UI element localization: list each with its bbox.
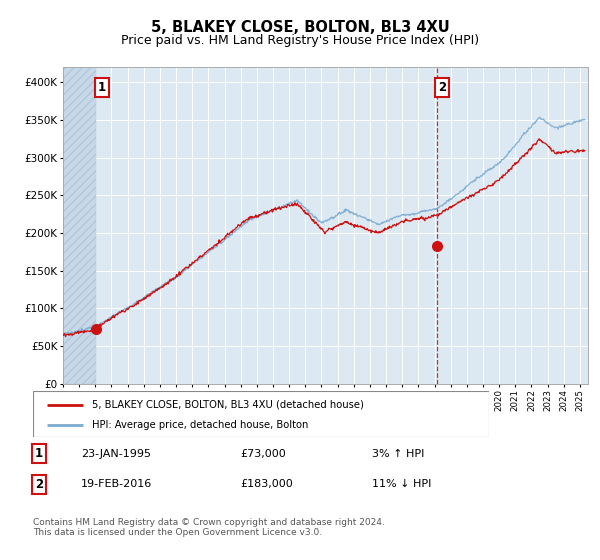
Text: 3% ↑ HPI: 3% ↑ HPI (372, 449, 424, 459)
Text: £73,000: £73,000 (240, 449, 286, 459)
Text: 5, BLAKEY CLOSE, BOLTON, BL3 4XU (detached house): 5, BLAKEY CLOSE, BOLTON, BL3 4XU (detach… (92, 400, 364, 410)
Text: 5, BLAKEY CLOSE, BOLTON, BL3 4XU: 5, BLAKEY CLOSE, BOLTON, BL3 4XU (151, 20, 449, 35)
Text: Contains HM Land Registry data © Crown copyright and database right 2024.
This d: Contains HM Land Registry data © Crown c… (33, 518, 385, 538)
Text: 2: 2 (438, 81, 446, 95)
Text: 19-FEB-2016: 19-FEB-2016 (81, 479, 152, 489)
Text: 11% ↓ HPI: 11% ↓ HPI (372, 479, 431, 489)
Text: 2: 2 (35, 478, 43, 491)
Text: £183,000: £183,000 (240, 479, 293, 489)
Text: HPI: Average price, detached house, Bolton: HPI: Average price, detached house, Bolt… (92, 421, 308, 430)
Text: 1: 1 (98, 81, 106, 95)
Text: Price paid vs. HM Land Registry's House Price Index (HPI): Price paid vs. HM Land Registry's House … (121, 34, 479, 46)
Bar (63, 67, 97, 384)
Text: 23-JAN-1995: 23-JAN-1995 (81, 449, 151, 459)
Text: 1: 1 (35, 447, 43, 460)
FancyBboxPatch shape (33, 391, 489, 437)
